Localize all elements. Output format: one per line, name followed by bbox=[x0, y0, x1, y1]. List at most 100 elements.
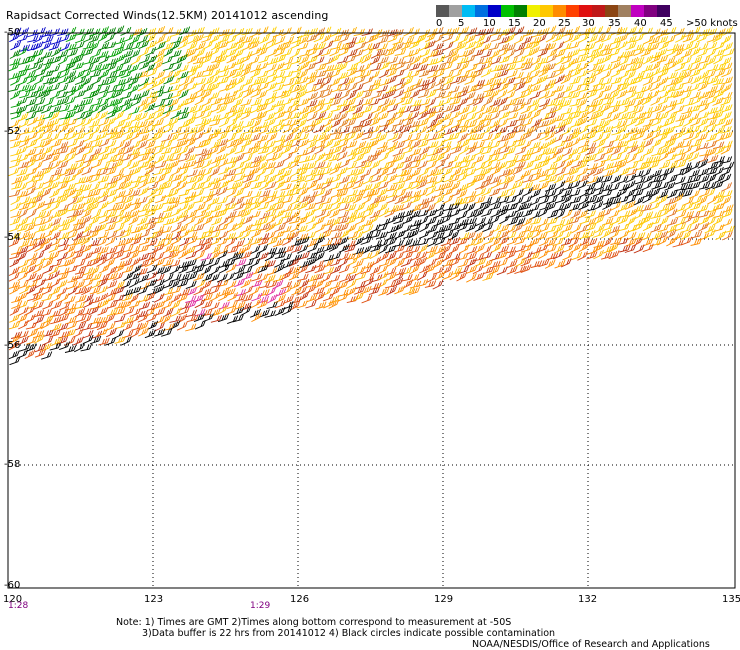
wind-barb bbox=[336, 71, 349, 80]
wind-barb bbox=[280, 225, 292, 234]
wind-barb bbox=[306, 33, 318, 43]
wind-barb bbox=[122, 188, 134, 198]
wind-barb bbox=[296, 83, 308, 94]
wind-barb bbox=[217, 48, 228, 59]
wind-barb bbox=[168, 116, 180, 127]
wind-barb bbox=[34, 257, 46, 268]
wind-barb bbox=[232, 57, 245, 66]
wind-barb bbox=[680, 224, 692, 233]
wind-barb bbox=[704, 69, 716, 79]
wind-barb bbox=[505, 224, 517, 234]
wind-barb bbox=[523, 160, 535, 170]
wind-barb bbox=[106, 287, 118, 297]
wind-barb bbox=[472, 82, 485, 92]
wind-barb bbox=[690, 139, 703, 148]
wind-barb bbox=[624, 49, 636, 59]
wind-barb bbox=[632, 26, 644, 36]
wind-barb bbox=[216, 305, 228, 316]
wind-barb bbox=[536, 33, 547, 44]
wind-barb bbox=[40, 29, 53, 38]
wind-barb bbox=[98, 69, 110, 79]
wind-barb bbox=[162, 217, 175, 226]
wind-barb bbox=[185, 133, 197, 143]
wind-barb bbox=[528, 103, 540, 114]
wind-barb bbox=[178, 288, 191, 297]
wind-barb bbox=[314, 152, 326, 163]
wind-barb bbox=[249, 251, 261, 261]
wind-barb bbox=[258, 180, 270, 191]
wind-barb bbox=[418, 105, 430, 115]
wind-barb bbox=[40, 41, 52, 51]
wind-barb bbox=[50, 231, 61, 241]
wind-barb bbox=[306, 27, 319, 36]
wind-barb bbox=[33, 33, 44, 44]
wind-barb bbox=[657, 35, 669, 44]
wind-barb bbox=[153, 216, 166, 224]
wind-barb bbox=[177, 71, 189, 80]
wind-barb bbox=[65, 244, 76, 254]
wind-barb bbox=[114, 244, 126, 255]
wind-barb bbox=[569, 153, 581, 164]
wind-barb bbox=[666, 99, 678, 108]
wind-barb bbox=[328, 242, 340, 253]
wind-barb bbox=[562, 34, 574, 44]
wind-barb bbox=[201, 293, 213, 302]
wind-barb bbox=[257, 61, 269, 71]
wind-barb bbox=[8, 237, 20, 247]
wind-barb bbox=[450, 222, 462, 232]
wind-barb bbox=[112, 159, 124, 169]
wind-barb bbox=[634, 176, 646, 185]
wind-barb bbox=[681, 183, 693, 191]
wind-barb bbox=[120, 26, 132, 36]
wind-barb bbox=[592, 243, 604, 253]
wind-barb bbox=[10, 90, 21, 100]
wind-barb bbox=[680, 140, 692, 148]
wind-barb bbox=[90, 279, 102, 289]
wind-barb bbox=[275, 54, 287, 63]
wind-barb bbox=[298, 97, 310, 107]
wind-barb bbox=[297, 125, 310, 134]
wind-barb bbox=[169, 84, 181, 92]
wind-barb bbox=[465, 112, 477, 122]
wind-barb bbox=[249, 258, 261, 268]
wind-barb bbox=[369, 82, 381, 92]
wind-barb bbox=[137, 313, 149, 323]
wind-barb bbox=[626, 126, 638, 135]
wind-barb bbox=[330, 112, 342, 122]
wind-barb bbox=[64, 307, 77, 316]
wind-barb bbox=[106, 280, 118, 289]
wind-barb bbox=[346, 63, 359, 72]
wind-barb bbox=[122, 236, 134, 246]
wind-barb bbox=[74, 145, 86, 156]
wind-barb bbox=[162, 307, 174, 318]
wind-barb bbox=[427, 237, 438, 248]
wind-barb bbox=[16, 168, 28, 177]
wind-barb bbox=[217, 131, 228, 142]
wind-barb bbox=[33, 105, 46, 113]
wind-barb bbox=[240, 110, 252, 120]
wind-barb bbox=[201, 230, 214, 239]
wind-barb bbox=[232, 252, 244, 261]
wind-barb bbox=[144, 291, 156, 302]
wind-barb bbox=[409, 258, 421, 268]
wind-barb bbox=[91, 84, 103, 94]
wind-barb bbox=[145, 123, 157, 134]
wind-barb bbox=[385, 251, 397, 261]
wind-barb bbox=[578, 48, 590, 57]
wind-barb bbox=[144, 307, 156, 318]
wind-barb bbox=[240, 208, 252, 218]
wind-barb bbox=[194, 298, 206, 309]
legend-swatch bbox=[631, 5, 644, 17]
wind-barb bbox=[107, 57, 119, 66]
wind-barb bbox=[136, 216, 148, 226]
wind-barb bbox=[146, 68, 158, 78]
wind-barb bbox=[202, 69, 214, 77]
wind-barb bbox=[481, 208, 493, 217]
wind-barb bbox=[203, 193, 214, 204]
wind-barb bbox=[346, 168, 359, 177]
wind-barb bbox=[96, 328, 108, 337]
wind-barb bbox=[507, 112, 519, 120]
wind-barb bbox=[266, 280, 278, 289]
wind-barb bbox=[153, 315, 165, 325]
wind-barb bbox=[147, 320, 159, 330]
